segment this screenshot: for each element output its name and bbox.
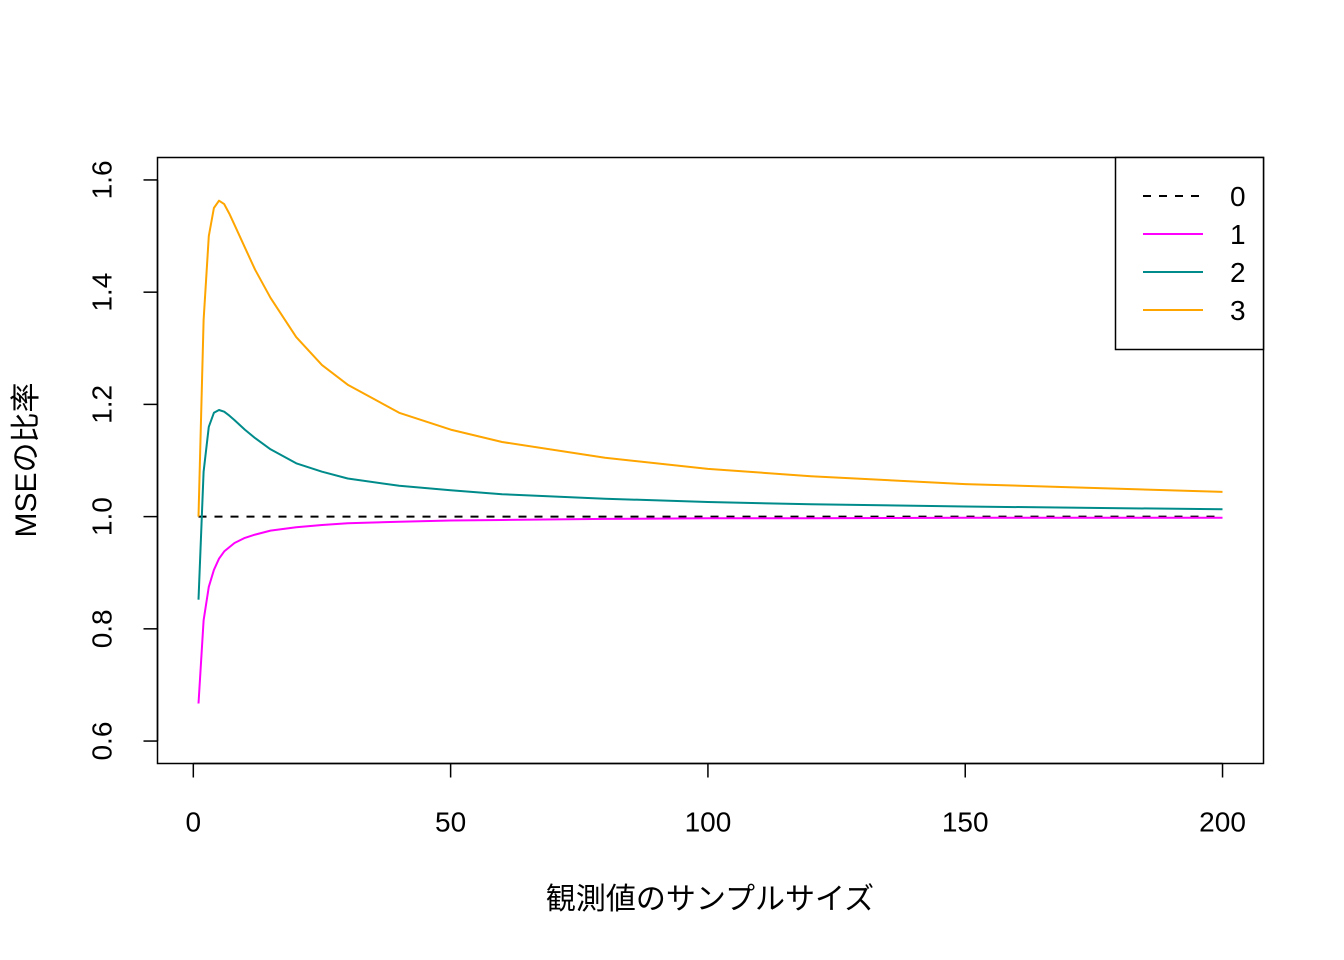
- y-tick-label: 1.6: [87, 160, 118, 199]
- x-tick-label: 150: [942, 807, 989, 838]
- plot-frame: [156, 156, 1265, 765]
- legend-label-3: 3: [1230, 295, 1246, 326]
- x-tick-label: 50: [435, 807, 466, 838]
- series-line-3: [197, 199, 1223, 517]
- x-axis-label: 観測値のサンプルサイズ: [546, 883, 874, 916]
- legend-label-1: 1: [1230, 219, 1246, 250]
- y-tick-label: 1.2: [87, 385, 118, 424]
- series-layer: [197, 199, 1223, 704]
- y-tick-label: 0.8: [87, 609, 118, 648]
- legend-label-0: 0: [1230, 181, 1246, 212]
- series-line-2: [197, 409, 1223, 600]
- x-tick-label: 200: [1199, 807, 1246, 838]
- legend: 0 1 2 3: [1114, 156, 1265, 351]
- y-tick-label: 1.0: [87, 497, 118, 536]
- y-axis: 0.6 0.8 1.0 1.2 1.4 1.6: [87, 160, 159, 761]
- x-tick-label: 0: [186, 807, 202, 838]
- y-axis-label: MSEの比率: [10, 382, 43, 537]
- x-tick-label: 100: [685, 807, 732, 838]
- y-tick-label: 1.4: [87, 273, 118, 312]
- legend-box: [1114, 156, 1265, 351]
- legend-label-2: 2: [1230, 257, 1246, 288]
- series-line-1: [197, 516, 1223, 704]
- x-axis: 0 50 100 150 200: [186, 762, 1246, 838]
- y-tick-label: 0.6: [87, 722, 118, 761]
